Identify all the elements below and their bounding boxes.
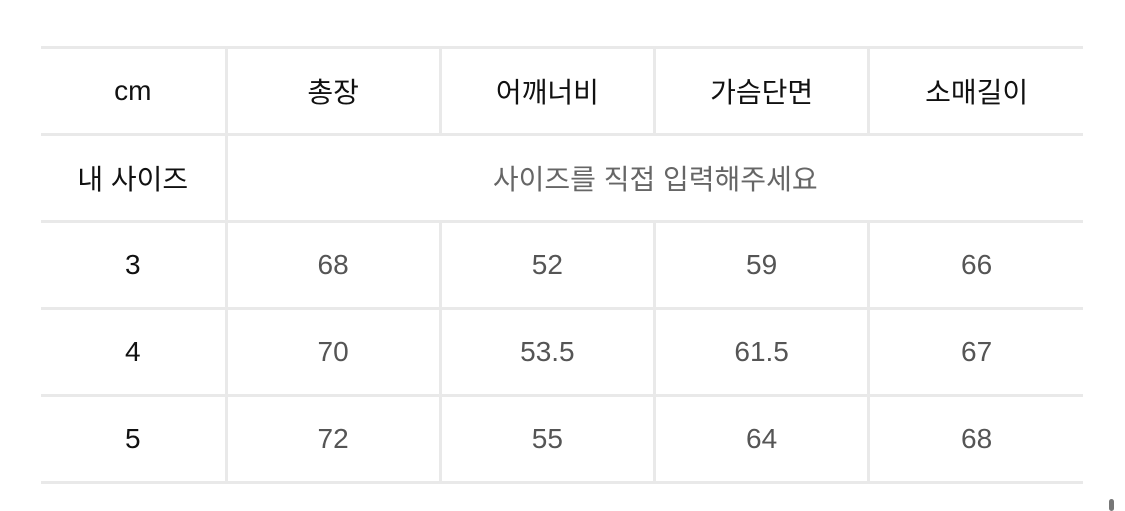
my-size-label: 내 사이즈 — [41, 133, 226, 223]
table-row: 3 68 52 59 66 — [41, 220, 1083, 310]
size-label: 4 — [41, 307, 226, 397]
table-cell: 70 — [224, 307, 441, 397]
table-cell: 72 — [224, 394, 441, 484]
unit-header: cm — [41, 46, 226, 136]
table-cell: 59 — [652, 220, 869, 310]
table-cell: 67 — [867, 307, 1083, 397]
my-size-input[interactable]: 사이즈를 직접 입력해주세요 — [224, 133, 1083, 223]
size-label: 5 — [41, 394, 226, 484]
table-row: 5 72 55 64 68 — [41, 394, 1083, 484]
column-header: 가슴단면 — [652, 46, 869, 136]
header-row: cm 총장 어깨너비 가슴단면 소매길이 — [41, 46, 1083, 136]
scrollbar[interactable] — [1109, 499, 1114, 511]
table-cell: 52 — [438, 220, 655, 310]
table-cell: 68 — [224, 220, 441, 310]
table-cell: 61.5 — [652, 307, 869, 397]
table-cell: 55 — [438, 394, 655, 484]
column-header: 소매길이 — [867, 46, 1083, 136]
table-cell: 68 — [867, 394, 1083, 484]
table-row: 4 70 53.5 61.5 67 — [41, 307, 1083, 397]
table-cell: 66 — [867, 220, 1083, 310]
my-size-row: 내 사이즈 사이즈를 직접 입력해주세요 — [41, 133, 1083, 223]
table-cell: 53.5 — [438, 307, 655, 397]
table-cell: 64 — [652, 394, 869, 484]
column-header: 어깨너비 — [438, 46, 655, 136]
column-header: 총장 — [224, 46, 441, 136]
size-label: 3 — [41, 220, 226, 310]
size-table: cm 총장 어깨너비 가슴단면 소매길이 내 사이즈 사이즈를 직접 입력해주세… — [41, 46, 1083, 484]
